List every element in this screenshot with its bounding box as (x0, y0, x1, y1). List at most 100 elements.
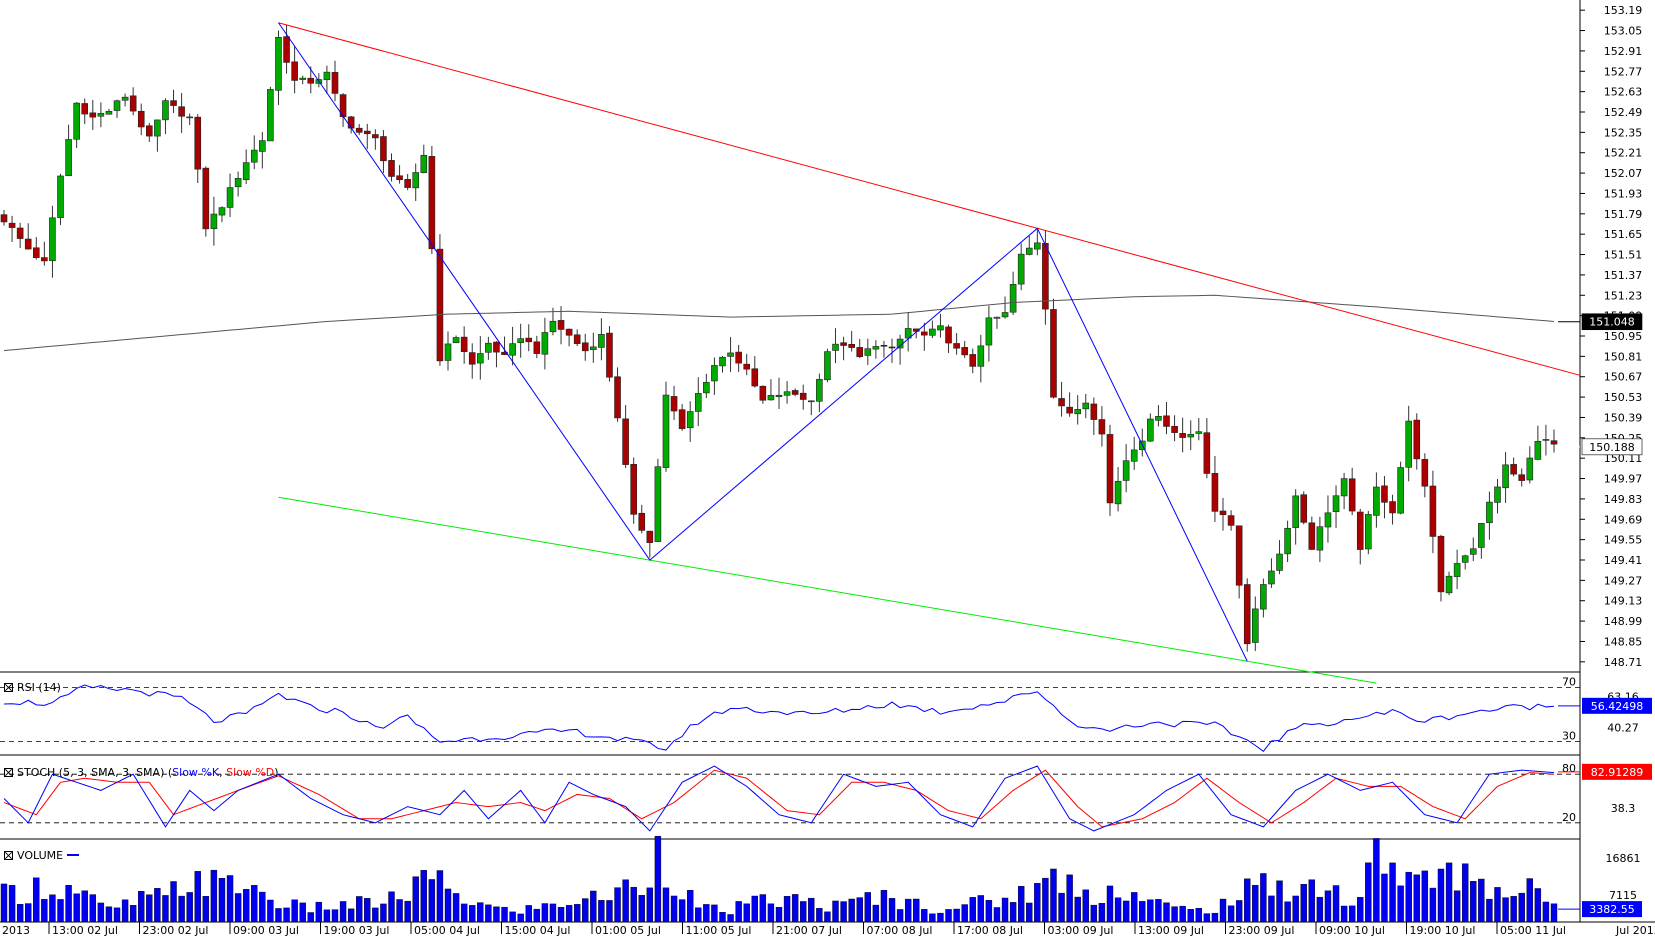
volume-bar (1187, 909, 1194, 923)
close-icon[interactable] (4, 683, 13, 692)
volume-bar (347, 908, 355, 923)
time-tick-label: 19:00 03 Jul (324, 924, 390, 937)
volume-bar (226, 875, 234, 923)
volume-bar (331, 909, 339, 923)
candle-up (904, 328, 912, 339)
volume-tick-label: 16861 (1606, 852, 1641, 865)
candle-down (1066, 406, 1073, 414)
candle-up (824, 351, 831, 381)
candle-up (1147, 418, 1154, 442)
volume-bar (783, 896, 791, 923)
volume-bar (1542, 901, 1550, 923)
volume-bar (234, 893, 242, 923)
candle-down (428, 156, 436, 250)
volume-bar (1106, 885, 1114, 923)
candle-up (662, 394, 670, 468)
volume-bar (154, 888, 161, 923)
volume-bar (1122, 900, 1130, 923)
volume-bar (242, 889, 250, 923)
stoch-k-line (3, 765, 1555, 832)
volume-bar (1470, 881, 1477, 923)
candle-up (509, 343, 516, 356)
candle-up (1082, 402, 1090, 410)
volume-bar (993, 907, 1001, 923)
price-tick-label: 150.11 (1604, 452, 1643, 465)
volume-bar (299, 902, 306, 923)
close-icon[interactable] (4, 851, 13, 860)
candle-down (81, 103, 89, 115)
time-tick-label: 09:00 03 Jul (233, 924, 299, 937)
volume-bar (630, 886, 637, 923)
candle-down (178, 106, 185, 117)
volume-bar (1357, 897, 1364, 923)
volume-bar (1227, 905, 1235, 923)
time-tick-label: 07:00 08 Jul (867, 924, 933, 937)
volume-bar (138, 890, 145, 923)
close-icon[interactable] (4, 768, 13, 777)
time-tick-label: 15:00 04 Jul (505, 924, 571, 937)
candle-down (380, 136, 387, 162)
candle-up (1365, 514, 1372, 550)
candle-up (775, 394, 783, 398)
volume-bar (452, 893, 460, 923)
candle-up (1292, 495, 1299, 528)
candle-down (1389, 501, 1396, 514)
volume-bar (1534, 888, 1542, 923)
volume-bar (1486, 898, 1493, 923)
candle-up (598, 334, 605, 348)
candle-up (1469, 548, 1477, 555)
volume-bar (1413, 874, 1420, 923)
volume-bar (856, 897, 863, 923)
candle-down (1308, 522, 1316, 550)
volume-bar (356, 896, 363, 923)
volume-bar (775, 906, 783, 923)
candle-down (565, 328, 573, 336)
volume-bar (315, 901, 323, 923)
candle-up (1155, 415, 1162, 421)
upper-trendline (278, 22, 1581, 376)
volume-bar (864, 892, 872, 923)
candle-up (783, 391, 791, 396)
volume-bar (1518, 892, 1525, 923)
candle-down (355, 127, 363, 133)
candle-up (1534, 440, 1542, 460)
volume-bar (896, 909, 904, 923)
volume-bar (703, 904, 710, 923)
volume-bar (1179, 905, 1186, 923)
price-tick-label: 151.37 (1604, 269, 1643, 282)
candle-down (129, 95, 137, 112)
volume-bar (1397, 885, 1404, 923)
candle-down (533, 341, 541, 354)
price-tick-label: 149.55 (1604, 534, 1643, 547)
candle-up (694, 393, 702, 412)
volume-bar (1001, 897, 1009, 923)
volume-bar (565, 905, 573, 923)
candle-up (937, 325, 944, 331)
volume-bar (1437, 868, 1445, 923)
candle-down (8, 222, 16, 228)
volume-bar (1284, 901, 1291, 923)
candle-down (614, 376, 621, 419)
volume-bar (824, 911, 831, 923)
volume-bar (832, 900, 839, 923)
volume-bar (1252, 884, 1259, 923)
candle-up (121, 96, 129, 101)
volume-tick-label: 7115 (1609, 889, 1637, 902)
candle-up (1017, 253, 1025, 285)
volume-bar (170, 881, 177, 923)
candle-up (186, 116, 193, 119)
candle-down (1227, 515, 1235, 526)
volume-bar (913, 898, 920, 923)
moving-average-line (3, 294, 1555, 352)
candle-down (1348, 478, 1356, 512)
candle-down (1098, 419, 1106, 435)
candle-up (49, 217, 56, 262)
volume-bar (283, 907, 290, 923)
volume-bar (517, 913, 524, 923)
candle-up (864, 348, 872, 356)
price-tick-label: 149.41 (1604, 554, 1643, 567)
volume-bar (1131, 892, 1138, 923)
time-tick-label: 23:00 09 Jul (1229, 924, 1295, 937)
price-tick-label: 149.97 (1604, 473, 1643, 486)
